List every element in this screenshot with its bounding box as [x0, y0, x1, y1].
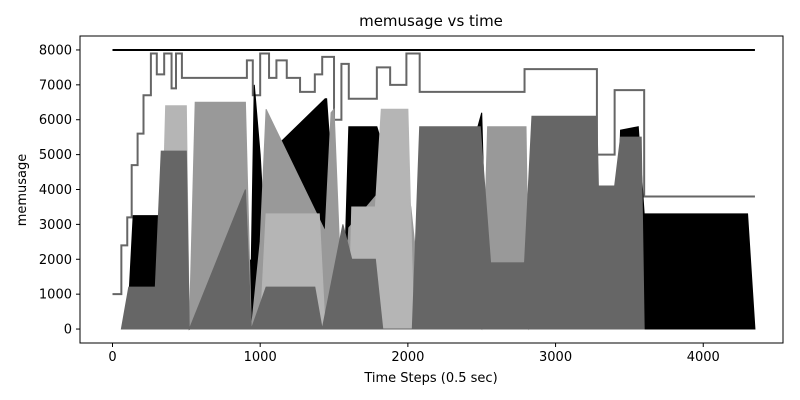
y-axis-title: memusage	[15, 154, 30, 227]
x-axis: 0 1000 2000 3000 4000	[108, 343, 720, 365]
step-line-series-2	[112, 52, 755, 296]
y-tick-label: 2000	[39, 253, 72, 268]
y-axis: 0 1000 2000 3000 4000 5000 6000 7000 8000	[39, 43, 80, 338]
y-tick-label: 3000	[39, 218, 72, 233]
y-tick-label: 6000	[39, 113, 72, 128]
x-tick-label: 3000	[539, 350, 572, 365]
area-series-6	[120, 115, 645, 330]
y-tick-label: 1000	[39, 288, 72, 303]
x-tick-label: 1000	[244, 350, 277, 365]
x-tick-label: 4000	[687, 350, 720, 365]
y-tick-label: 0	[64, 323, 72, 338]
x-axis-title: Time Steps (0.5 sec)	[363, 371, 497, 386]
chart-title: memusage vs time	[359, 12, 503, 30]
x-tick-label: 0	[108, 350, 116, 365]
y-tick-label: 7000	[39, 78, 72, 93]
y-tick-label: 5000	[39, 148, 72, 163]
y-tick-label: 4000	[39, 183, 72, 198]
y-tick-label: 8000	[39, 43, 72, 58]
x-tick-label: 2000	[391, 350, 424, 365]
plot-series	[112, 48, 756, 331]
